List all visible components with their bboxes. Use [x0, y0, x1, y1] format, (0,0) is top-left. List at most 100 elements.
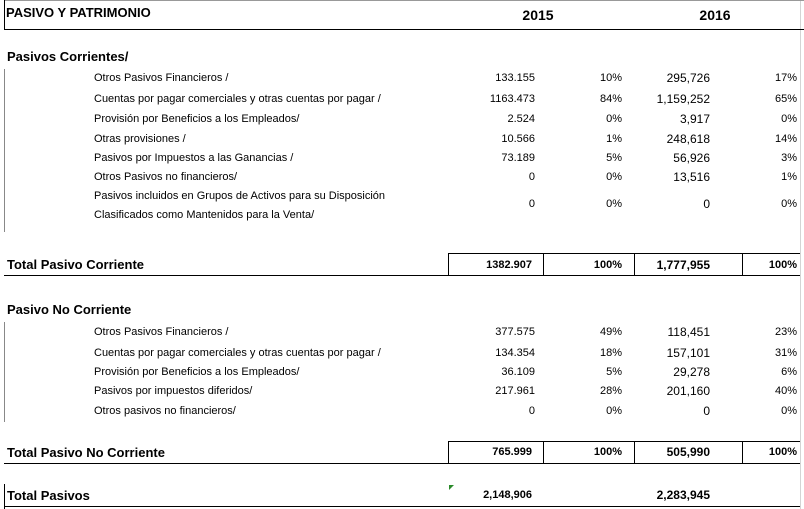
percent-2015: 28% — [599, 385, 622, 397]
value-2016: 201,160 — [666, 384, 710, 398]
total-corriente-pct-2016: 100% — [768, 259, 797, 271]
value-2015: 2.524 — [507, 113, 535, 125]
total-pasivos-bottom-border — [4, 506, 800, 507]
section-title-no-corriente: Pasivo No Corriente — [7, 302, 132, 317]
row-label: Otros pasivos no financieros/ — [94, 405, 236, 417]
percent-2016: 1% — [781, 171, 797, 183]
total-no-corriente-pct-2015: 100% — [593, 446, 622, 458]
total-top-border — [448, 441, 800, 442]
value-2015: 133.155 — [495, 72, 535, 84]
value-2015: 0 — [528, 405, 535, 417]
row-label: Cuentas por pagar comerciales y otras cu… — [94, 347, 381, 359]
total-no-corriente-label: Total Pasivo No Corriente — [7, 445, 165, 460]
value-2016: 248,618 — [666, 132, 710, 146]
total-pasivos-2016: 2,283,945 — [656, 488, 710, 502]
total-bottom-border — [4, 463, 800, 464]
value-2016: 118,451 — [667, 325, 711, 339]
value-2015: 0 — [528, 198, 535, 210]
percent-2016: 0% — [781, 405, 797, 417]
total-divider — [634, 441, 635, 464]
total-corriente-pct-2015: 100% — [593, 259, 622, 271]
header-bottom-border — [4, 29, 804, 30]
total-divider — [448, 441, 449, 464]
value-2016: 1,159,252 — [656, 92, 710, 106]
percent-2015: 5% — [606, 366, 622, 378]
total-pasivos-label: Total Pasivos — [7, 488, 90, 503]
section-title-corrientes: Pasivos Corrientes/ — [7, 49, 129, 64]
left-border — [4, 322, 5, 422]
percent-2016: 3% — [781, 152, 797, 164]
value-2016: 157,101 — [666, 346, 710, 360]
value-2016: 0 — [703, 197, 710, 211]
percent-2016: 0% — [781, 113, 797, 125]
year-2015: 2015 — [522, 7, 554, 23]
percent-2015: 0% — [606, 171, 622, 183]
total-no-corriente-pct-2016: 100% — [768, 446, 797, 458]
left-border — [4, 484, 5, 509]
percent-2016: 14% — [774, 133, 797, 145]
total-divider — [742, 441, 743, 464]
percent-2015: 1% — [606, 133, 622, 145]
value-2015: 1163.473 — [489, 93, 535, 105]
value-2016: 295,726 — [666, 71, 710, 85]
percent-2016: 31% — [774, 347, 797, 359]
total-divider — [543, 441, 544, 464]
percent-2015: 49% — [599, 326, 622, 338]
total-no-corriente-2016: 505,990 — [666, 445, 710, 459]
row-label: Pasivos por Impuestos a las Ganancias / — [94, 152, 294, 164]
total-bottom-border — [4, 275, 800, 276]
header-left-border — [4, 0, 5, 30]
value-2016: 0 — [703, 404, 710, 418]
top-border — [4, 0, 804, 1]
value-2016: 3,917 — [679, 112, 710, 126]
year-2016: 2016 — [699, 7, 731, 23]
value-2016: 13,516 — [673, 170, 710, 184]
row-label: Provisión por Beneficios a los Empleados… — [94, 113, 300, 125]
percent-2016: 65% — [774, 93, 797, 105]
value-2016: 56,926 — [673, 151, 710, 165]
total-divider — [448, 253, 449, 276]
value-2015: 377.575 — [495, 326, 535, 338]
value-2015: 0 — [528, 171, 535, 183]
percent-2016: 6% — [781, 366, 797, 378]
value-2015: 36.109 — [501, 366, 535, 378]
left-border — [4, 69, 5, 232]
percent-2015: 5% — [606, 152, 622, 164]
percent-2016: 0% — [781, 198, 797, 210]
value-2016: 29,278 — [673, 365, 710, 379]
row-label: Otros Pasivos Financieros / — [94, 72, 229, 84]
value-2015: 217.961 — [495, 385, 535, 397]
percent-2015: 0% — [606, 113, 622, 125]
total-divider — [634, 253, 635, 276]
row-label-line2: Clasificados como Mantenidos para la Ven… — [94, 209, 315, 221]
total-corriente-label: Total Pasivo Corriente — [7, 257, 145, 272]
total-corriente-2015: 1382.907 — [486, 259, 532, 271]
total-pasivos-2015: 2,148,906 — [483, 489, 532, 501]
row-label-line1: Pasivos incluidos en Grupos de Activos p… — [94, 190, 386, 202]
percent-2015: 0% — [606, 198, 622, 210]
percent-2016: 40% — [774, 385, 797, 397]
header-title: PASIVO Y PATRIMONIO — [6, 5, 151, 20]
row-label: Cuentas por pagar comerciales y otras cu… — [94, 93, 381, 105]
value-2015: 10.566 — [501, 133, 535, 145]
row-label: Otros Pasivos Financieros / — [94, 326, 229, 338]
total-corriente-2016: 1,777,955 — [656, 258, 710, 272]
value-2015: 134.354 — [495, 347, 535, 359]
percent-2015: 0% — [606, 405, 622, 417]
total-divider — [742, 253, 743, 276]
percent-2016: 17% — [774, 72, 797, 84]
percent-2015: 84% — [599, 93, 622, 105]
row-label: Otras provisiones / — [94, 133, 186, 145]
grid-line — [800, 0, 801, 509]
row-label: Provisión por Beneficios a los Empleados… — [94, 366, 300, 378]
error-indicator-icon — [449, 485, 454, 490]
percent-2015: 10% — [599, 72, 622, 84]
percent-2016: 23% — [774, 326, 797, 338]
value-2015: 73.189 — [501, 152, 535, 164]
total-top-border — [448, 253, 800, 254]
total-no-corriente-2015: 765.999 — [492, 446, 532, 458]
total-divider — [543, 253, 544, 276]
row-label: Otros Pasivos no financieros/ — [94, 171, 238, 183]
row-label: Pasivos por impuestos diferidos/ — [94, 385, 253, 397]
